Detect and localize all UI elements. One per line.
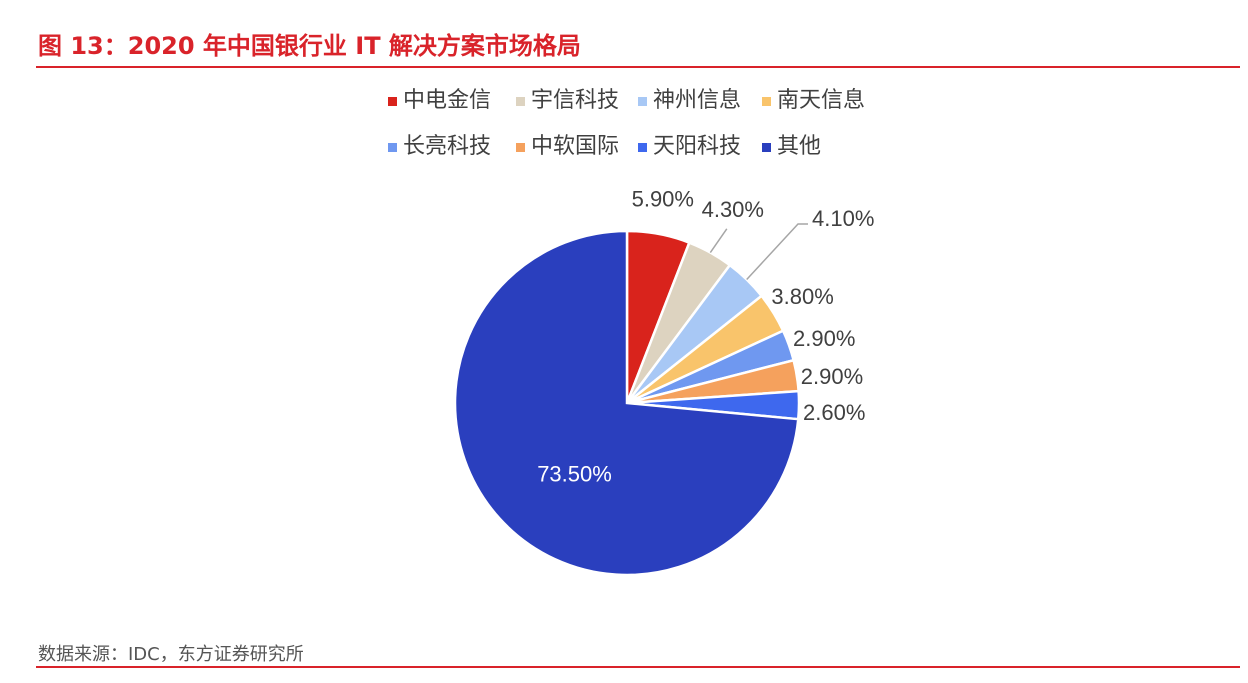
value-label: 2.90% [801,364,863,389]
value-label: 2.90% [793,326,855,351]
leader-line [746,223,808,280]
legend-item: 南天信息 [762,88,865,113]
legend-label: 中电金信 [403,88,491,113]
legend-item: 天阳科技 [638,134,741,159]
legend-label: 神州信息 [653,88,741,113]
legend-swatch [388,97,397,106]
pie-slices [453,229,801,577]
chart-title: 图 13：2020 年中国银行业 IT 解决方案市场格局 [38,32,581,60]
bottom-divider [36,666,1240,668]
legend-swatch [516,97,525,106]
value-label: 5.90% [632,186,694,211]
leader-line [709,228,728,253]
legend-label: 天阳科技 [653,134,741,159]
legend-swatch [638,97,647,106]
legend-swatch [762,143,771,152]
legend-item: 长亮科技 [388,134,491,159]
legend-label: 其他 [777,134,821,159]
legend-label: 南天信息 [777,88,865,113]
legend-swatch [516,143,525,152]
legend-label: 宇信科技 [531,88,619,113]
legend-swatch [762,97,771,106]
legend-label: 长亮科技 [403,134,491,159]
legend-item: 中软国际 [516,134,619,159]
title-divider [36,66,1240,68]
legend-item: 神州信息 [638,88,741,113]
value-labels: 5.90% 4.30% 4.10% 3.80% 2.90% 2.90% 2.60% 73.50… [537,186,874,486]
leader-lines [709,223,808,280]
value-label: 3.80% [771,284,833,309]
legend-swatch [638,143,647,152]
value-label: 4.10% [812,206,874,231]
legend-item: 中电金信 [388,88,491,113]
source-note: 数据来源：IDC，东方证券研究所 [38,644,304,665]
legend-item: 其他 [762,134,821,159]
pie-slice [453,229,800,577]
value-label: 2.60% [803,400,865,425]
legend-swatch [388,143,397,152]
legend-item: 宇信科技 [516,88,619,113]
legend-label: 中软国际 [531,134,619,159]
value-label: 4.30% [702,197,764,222]
value-label: 73.50% [537,462,612,487]
